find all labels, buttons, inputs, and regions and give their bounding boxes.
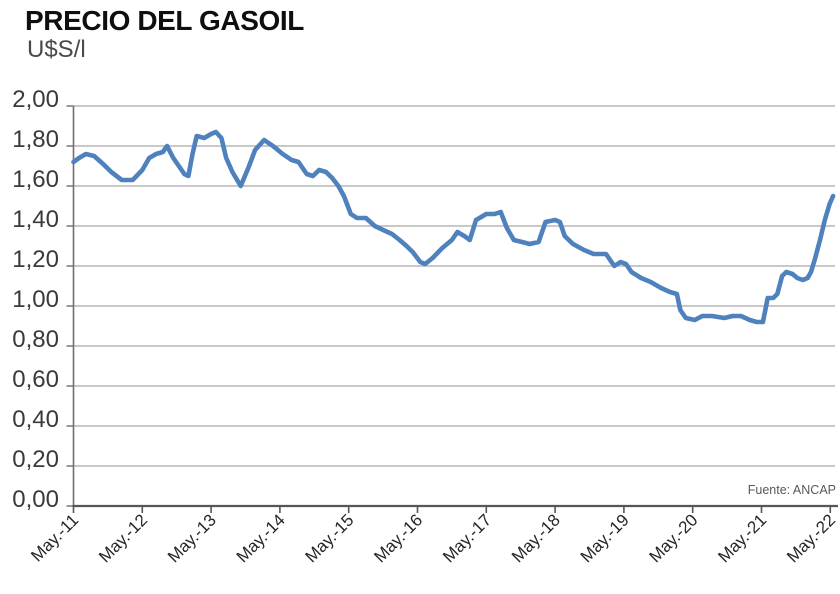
x-axis-tick-label: May.-17 xyxy=(439,510,495,566)
x-axis-tick-label: May.-11 xyxy=(27,510,82,565)
y-axis-tick-label: 2,00 xyxy=(12,86,59,113)
y-axis-tick-label: 1,40 xyxy=(12,206,59,233)
y-axis-tick-label: 0,00 xyxy=(12,486,59,513)
y-axis-tick-label: 1,80 xyxy=(12,126,59,153)
price-line-series xyxy=(71,129,836,325)
x-axis-tick-label: May.-15 xyxy=(302,510,358,566)
x-axis-tick-label: May.-22 xyxy=(783,510,839,566)
x-axis-tick-label: May.-18 xyxy=(508,510,564,566)
y-axis-tick-label: 0,80 xyxy=(12,326,59,353)
y-axis-tick-label: 0,40 xyxy=(12,406,59,433)
x-axis-tick-label: May.-19 xyxy=(577,510,633,566)
x-axis-tick-label: May.-13 xyxy=(164,510,220,566)
y-axis-unit-label: U$S/l xyxy=(27,36,86,63)
y-axis-tick-label: 1,00 xyxy=(12,286,59,313)
y-axis-tick-label: 1,20 xyxy=(12,246,59,273)
x-axis-tick-label: May.-16 xyxy=(370,510,426,566)
x-axis-tick-label: May.-12 xyxy=(95,510,151,566)
y-axis-tick-label: 0,60 xyxy=(12,366,59,393)
chart-title: PRECIO DEL GASOIL xyxy=(25,5,304,36)
y-axis-tick-label: 0,20 xyxy=(12,446,59,473)
x-axis-tick-label: May.-21 xyxy=(714,510,770,566)
source-label: Fuente: ANCAP xyxy=(747,483,836,497)
y-axis-tick-label: 1,60 xyxy=(12,166,59,193)
x-axis-tick-label: May.-20 xyxy=(646,510,702,566)
x-axis-tick-label: May.-14 xyxy=(233,510,289,566)
